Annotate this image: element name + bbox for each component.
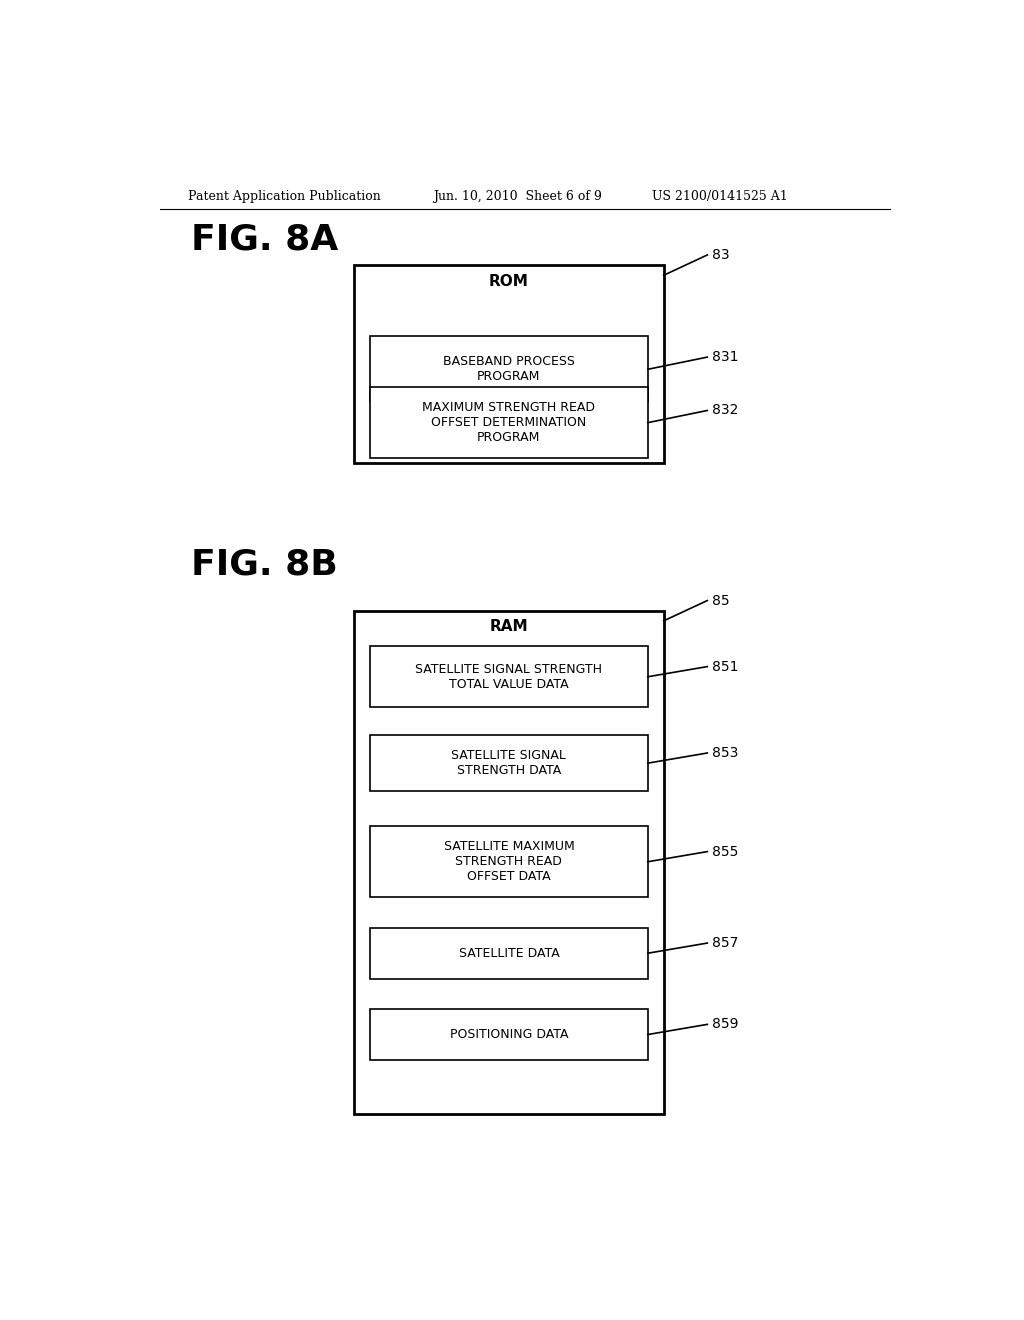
Bar [370, 647, 648, 708]
Text: MAXIMUM STRENGTH READ
OFFSET DETERMINATION
PROGRAM: MAXIMUM STRENGTH READ OFFSET DETERMINATI… [423, 401, 595, 444]
Text: SATELLITE DATA: SATELLITE DATA [459, 946, 559, 960]
Bar [370, 928, 648, 978]
Text: 83: 83 [712, 248, 730, 261]
Text: FIG. 8A: FIG. 8A [191, 223, 339, 256]
Bar [354, 611, 664, 1114]
Text: 857: 857 [712, 936, 738, 950]
Text: 853: 853 [712, 746, 738, 760]
Text: 832: 832 [712, 404, 738, 417]
Text: SATELLITE MAXIMUM
STRENGTH READ
OFFSET DATA: SATELLITE MAXIMUM STRENGTH READ OFFSET D… [443, 841, 574, 883]
Text: BASEBAND PROCESS
PROGRAM: BASEBAND PROCESS PROGRAM [443, 355, 574, 383]
Text: SATELLITE SIGNAL
STRENGTH DATA: SATELLITE SIGNAL STRENGTH DATA [452, 750, 566, 777]
Text: ROM: ROM [489, 273, 528, 289]
Text: SATELLITE SIGNAL STRENGTH
TOTAL VALUE DATA: SATELLITE SIGNAL STRENGTH TOTAL VALUE DA… [416, 663, 602, 690]
Bar [370, 1008, 648, 1060]
Text: 85: 85 [712, 594, 730, 607]
Bar [370, 387, 648, 458]
Text: US 2100/0141525 A1: US 2100/0141525 A1 [652, 190, 787, 202]
Text: Jun. 10, 2010  Sheet 6 of 9: Jun. 10, 2010 Sheet 6 of 9 [433, 190, 602, 202]
Bar [370, 826, 648, 898]
Text: 831: 831 [712, 350, 738, 364]
Bar [370, 735, 648, 791]
Bar [370, 337, 648, 403]
Text: POSITIONING DATA: POSITIONING DATA [450, 1028, 568, 1041]
Text: FIG. 8B: FIG. 8B [191, 548, 338, 582]
Text: RAM: RAM [489, 619, 528, 635]
Text: 855: 855 [712, 845, 738, 858]
Text: 859: 859 [712, 1018, 738, 1031]
Bar [354, 265, 664, 463]
Text: Patent Application Publication: Patent Application Publication [187, 190, 380, 202]
Text: 851: 851 [712, 660, 738, 673]
